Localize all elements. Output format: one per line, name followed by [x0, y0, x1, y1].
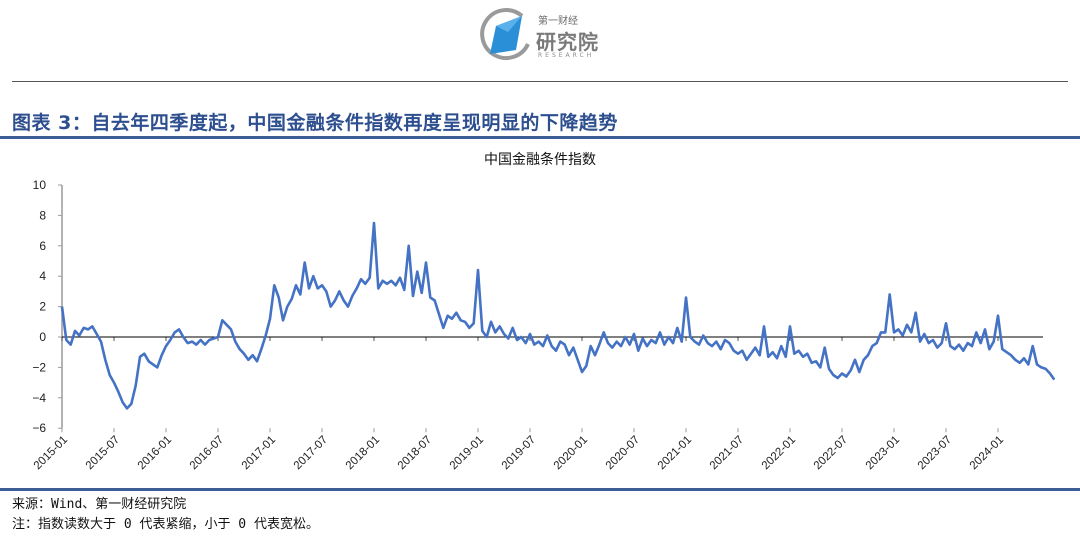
brand-logo: 第一财经 研究院 RESEARCH	[478, 6, 618, 66]
x-tick-label: 2019-07	[500, 434, 538, 472]
logo-text-sub: RESEARCH	[538, 52, 595, 59]
x-axis: 2015-01 2015-07 2016-01 2016-07 2017-01 2017-…	[32, 337, 1006, 472]
x-tick-label: 2018-07	[396, 434, 434, 472]
series-line-financial-conditions-index	[60, 221, 1056, 410]
y-tick-label: 2	[39, 300, 46, 314]
y-tick-label: 0	[39, 330, 46, 344]
y-tick-label: −6	[32, 421, 46, 435]
x-tick-label: 2020-07	[604, 434, 642, 472]
x-tick-label: 2018-01	[344, 434, 382, 472]
x-tick-label: 2016-01	[136, 434, 174, 472]
y-tick-label: 6	[39, 239, 46, 253]
x-tick-label: 2023-01	[864, 434, 902, 472]
x-tick-label: 2017-01	[240, 434, 278, 472]
x-tick-label: 2020-01	[552, 434, 590, 472]
x-tick-label: 2022-07	[812, 434, 850, 472]
x-tick-label: 2022-01	[760, 434, 798, 472]
footer-divider	[0, 488, 1080, 491]
chart-title: 中国金融条件指数	[484, 152, 596, 168]
y-tick-label: −4	[32, 391, 46, 405]
y-axis: 10 8 6 4 2 0 −2 −4 −6	[32, 178, 63, 435]
title-underline	[0, 136, 1080, 139]
source-note: 来源：Wind、第一财经研究院	[12, 497, 187, 512]
x-tick-label: 2015-07	[84, 434, 122, 472]
logo-text-top: 第一财经	[538, 16, 578, 27]
x-tick-label: 2015-01	[32, 434, 70, 472]
x-tick-label: 2019-01	[448, 434, 486, 472]
y-tick-label: 10	[33, 178, 47, 192]
y-tick-label: −2	[32, 360, 46, 374]
logo-text-main: 研究院	[536, 30, 599, 54]
x-tick-label: 2017-07	[292, 434, 330, 472]
y-tick-label: 8	[39, 208, 46, 222]
y-tick-label: 4	[39, 269, 46, 283]
footnote: 注：指数读数大于 0 代表紧缩，小于 0 代表宽松。	[12, 517, 319, 532]
x-tick-label: 2016-07	[188, 434, 226, 472]
x-tick-label: 2023-07	[916, 434, 954, 472]
logo-emblem-icon	[480, 8, 530, 61]
line-chart: 10 8 6 4 2 0 −2 −4 −6 2015-01 2015-07 2016-01 2016-…	[32, 178, 1056, 472]
x-tick-label: 2021-01	[656, 434, 694, 472]
x-tick-label: 2021-07	[708, 434, 746, 472]
figure-title: 图表 3：自去年四季度起，中国金融条件指数再度呈现明显的下降趋势	[12, 112, 618, 134]
header-divider	[12, 81, 1068, 82]
x-tick-label: 2024-01	[968, 434, 1006, 472]
